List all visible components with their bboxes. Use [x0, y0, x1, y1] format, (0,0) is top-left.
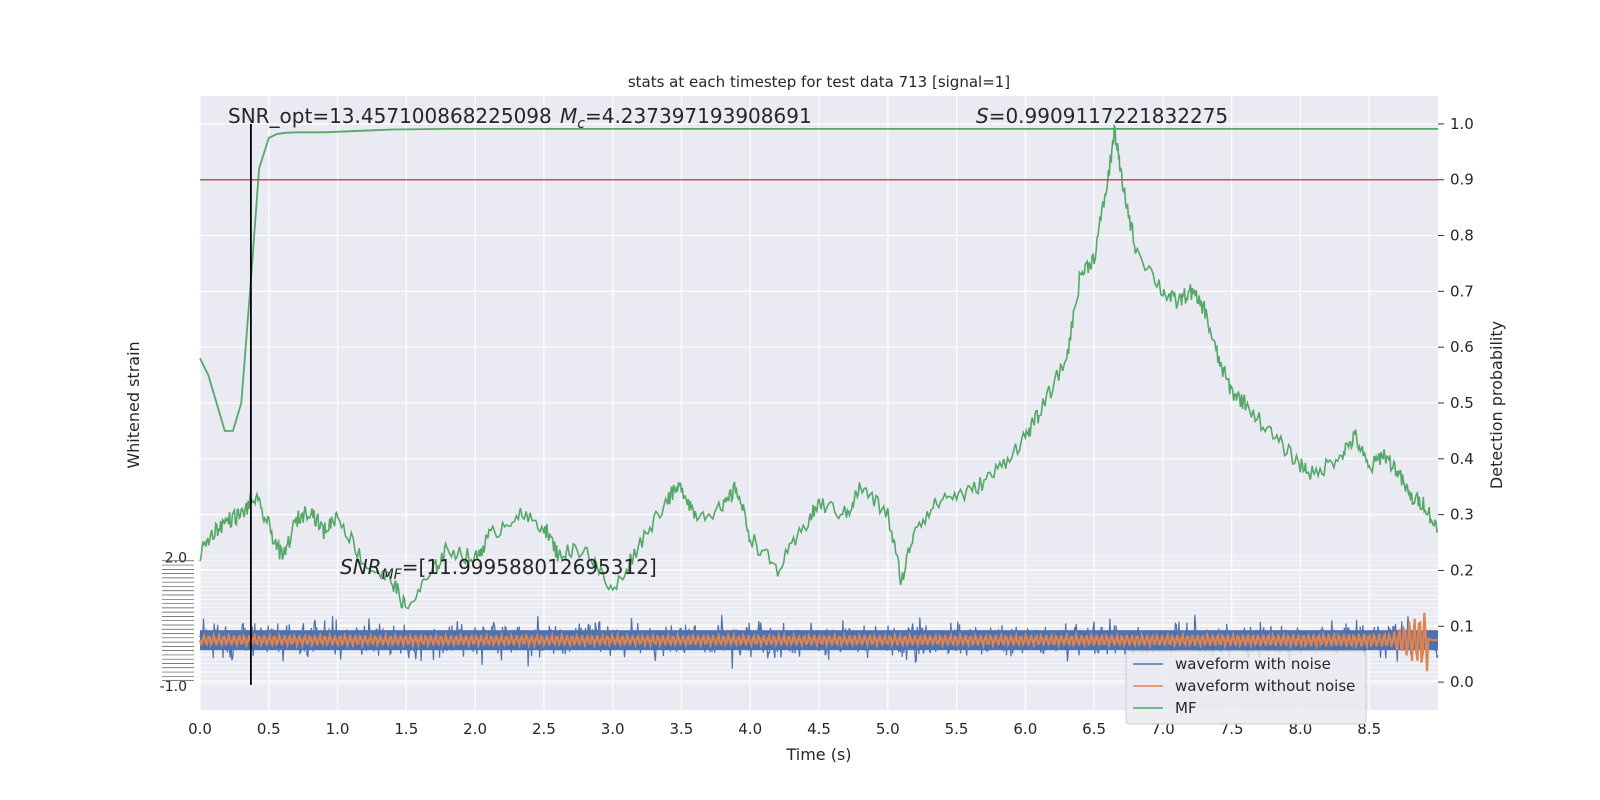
- x-tick-label: 8.5: [1357, 720, 1381, 738]
- y-axis-left-label: Whitened strain: [124, 341, 143, 468]
- legend-label-mf: MF: [1175, 699, 1197, 717]
- y-right-tick-label: 0.6: [1450, 338, 1474, 356]
- s-value: =0.9909117221832275: [989, 104, 1228, 128]
- y-right-tick-label: 0.1: [1450, 617, 1474, 635]
- series-waveform-with-noise: [199, 614, 1439, 669]
- x-tick-label: 0.5: [257, 720, 281, 738]
- y-right-tick-label: 0.4: [1450, 450, 1474, 468]
- s-annotation: S=0.9909117221832275: [976, 104, 1228, 128]
- snr-mf-value: =[11.999588012695312]: [402, 555, 657, 579]
- x-tick-label: 2.5: [532, 720, 556, 738]
- y-right-tick-label: 0.8: [1450, 227, 1474, 245]
- y-right-tick-label: 0.2: [1450, 561, 1474, 579]
- strain-tick-bottom: -1.0: [160, 679, 187, 695]
- series-waveform-without-noise: [198, 612, 1438, 672]
- x-axis-label: Time (s): [785, 745, 851, 764]
- x-tick-label: 4.5: [807, 720, 831, 738]
- series-layer: [198, 124, 1439, 672]
- snr-mf-annotation: SNRMF=[11.999588012695312]: [340, 555, 657, 583]
- x-tick-label: 5.5: [945, 720, 969, 738]
- x-tick-label: 6.5: [1082, 720, 1106, 738]
- x-tick-label: 2.0: [463, 720, 487, 738]
- chart-title: stats at each timestep for test data 713…: [628, 73, 1010, 91]
- y-right-tick-label: 0.7: [1450, 282, 1474, 300]
- mc-value: =4.237397193908691: [585, 104, 812, 128]
- y-axis-right-label: Detection probability: [1487, 321, 1506, 489]
- strain-tick-top: 2.0: [165, 551, 187, 567]
- x-tick-label: 3.5: [670, 720, 694, 738]
- x-tick-label: 3.0: [601, 720, 625, 738]
- legend-box: [1125, 650, 1367, 725]
- legend: waveform with noise waveform without noi…: [1125, 650, 1367, 725]
- y-right-tick-label: 0.5: [1450, 394, 1474, 412]
- series-mf: [199, 124, 1439, 610]
- x-tick-label: 1.0: [326, 720, 350, 738]
- y-right-tick-label: 1.0: [1450, 115, 1474, 133]
- x-tick-label: 4.0: [738, 720, 762, 738]
- y-right-tick-label: 0.3: [1450, 506, 1474, 524]
- snr-opt-annotation: SNR_opt=13.457100868225098: [228, 104, 552, 128]
- y-right-tick-label: 0.9: [1450, 171, 1474, 189]
- y-right-tick-label: 0.0: [1450, 673, 1474, 691]
- legend-label-clean: waveform without noise: [1175, 677, 1355, 695]
- mc-annotation: Mc=4.237397193908691: [560, 104, 812, 132]
- series-detection-probability: [199, 127, 1438, 432]
- legend-label-noise: waveform with noise: [1175, 655, 1331, 673]
- x-tick-label: 1.5: [394, 720, 418, 738]
- x-tick-label: 5.0: [876, 720, 900, 738]
- y-right-tick-labels: 0.0 0.1 0.2 0.3 0.4 0.5 0.6 0.7 0.8 0.9 1.0: [1438, 115, 1474, 691]
- x-tick-label: 6.0: [1013, 720, 1037, 738]
- x-tick-label: 0.0: [188, 720, 212, 738]
